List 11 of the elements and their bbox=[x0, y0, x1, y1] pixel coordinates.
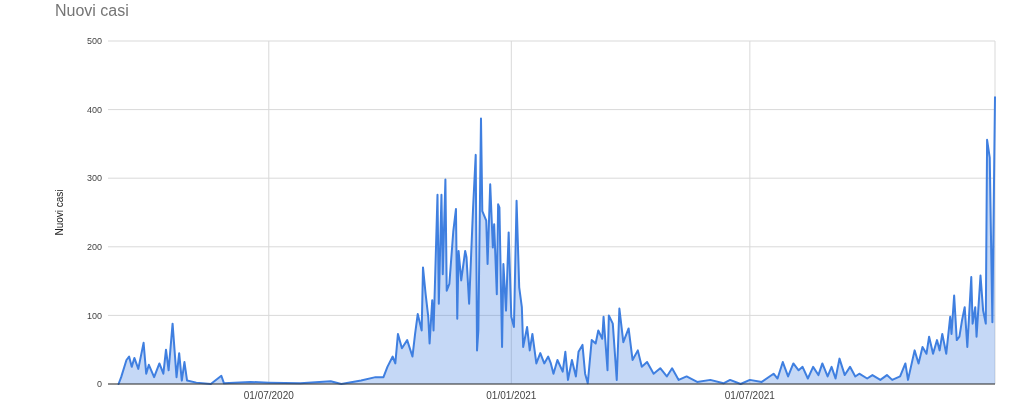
x-tick-label: 01/01/2021 bbox=[486, 390, 537, 401]
chart-title: Nuovi casi bbox=[55, 2, 129, 19]
y-tick-label: 400 bbox=[86, 104, 102, 115]
y-tick-label: 100 bbox=[86, 310, 102, 321]
y-tick-label: 300 bbox=[86, 173, 102, 184]
x-tick-label: 01/07/2021 bbox=[724, 390, 776, 401]
x-tick-label: 01/07/2020 bbox=[243, 390, 295, 401]
y-axis-title: Nuovi casi bbox=[54, 189, 65, 236]
y-tick-label: 500 bbox=[86, 36, 102, 47]
y-tick-label: 0 bbox=[96, 379, 102, 390]
y-tick-label: 200 bbox=[86, 241, 102, 252]
